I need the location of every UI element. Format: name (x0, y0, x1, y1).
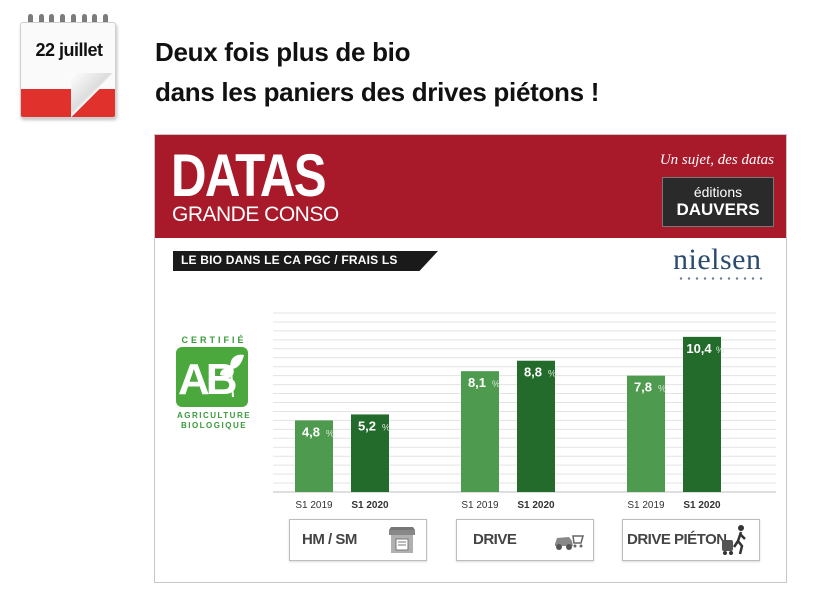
bar-1-0 (461, 371, 499, 492)
ab-logo-bottom-line-2: BIOLOGIQUE (180, 421, 248, 430)
category-box-drive: DRIVE (456, 519, 594, 561)
chart-title-bar: LE BIO DANS LE CA PGC / FRAIS LS (173, 251, 438, 271)
source-logo: nielsen (673, 243, 762, 276)
bar-value-label: 8,8 (524, 365, 542, 380)
bar-value-label: 5,2 (358, 418, 376, 433)
bar-unit-label: % (326, 428, 334, 438)
banner: DATAS GRANDE CONSO Un sujet, des datas é… (155, 135, 786, 238)
store-icon (389, 527, 415, 553)
pedestrian-cart-icon (722, 525, 746, 555)
headline-line-2: dans les paniers des drives piétons ! (155, 77, 600, 107)
leaf-icon (220, 354, 244, 398)
bar-2-0 (627, 375, 665, 492)
calendar-icon: 22 juillet (20, 14, 118, 118)
bar-1-1 (517, 360, 555, 492)
bar-unit-label: % (548, 369, 556, 379)
bar-value-label: 10,4 (686, 341, 712, 356)
category-label-drive: DRIVE (473, 531, 517, 548)
ab-organic-logo: CERTIFIÉ AB AGRICULTURE BIOLOGIQUE (174, 335, 254, 439)
brand-subtitle: GRANDE CONSO (172, 203, 339, 226)
chart-title: LE BIO DANS LE CA PGC / FRAIS LS (181, 253, 398, 267)
publisher-logo: éditions DAUVERS (662, 177, 774, 227)
headline: Deux fois plus de bio dans les paniers d… (155, 32, 599, 112)
calendar-rings (28, 14, 108, 28)
bar-unit-label: % (658, 384, 666, 394)
x-tick-label: S1 2020 (517, 500, 555, 511)
bar-unit-label: % (492, 379, 500, 389)
source-logo-dots (677, 277, 765, 280)
bar-value-label: 4,8 (302, 424, 320, 439)
ab-logo-top-text: CERTIFIÉ (181, 335, 247, 345)
x-tick-label: S1 2020 (351, 500, 389, 511)
car-cart-icon (555, 535, 584, 550)
publisher-line-1: éditions (693, 184, 743, 200)
x-tick-label: S1 2019 (627, 500, 665, 511)
bar-unit-label: % (382, 422, 390, 432)
bar-value-label: 7,8 (634, 380, 652, 395)
calendar-page (20, 22, 116, 118)
bar-2-1 (683, 336, 721, 492)
x-tick-label: S1 2019 (295, 500, 333, 511)
tagline: Un sujet, des datas (659, 152, 774, 168)
ab-logo-bottom-line-1: AGRICULTURE (176, 411, 252, 420)
calendar-date: 22 juillet (35, 40, 103, 60)
bar-chart: 4,8 % S1 2019 5,2 % S1 2020 8,1 % S1 2019 8,8 % S1 … (273, 312, 776, 511)
category-box-hm-sm: HM / SM (289, 519, 427, 561)
headline-line-1: Deux fois plus de bio (155, 37, 411, 67)
bar-value-label: 8,1 (468, 375, 486, 390)
x-tick-label: S1 2019 (461, 500, 499, 511)
category-box-drive-pieton: DRIVE PIÉTON (622, 519, 760, 561)
bar-0-1 (351, 414, 389, 492)
infographic-card: DATAS GRANDE CONSO Un sujet, des datas é… (154, 134, 787, 583)
bar-unit-label: % (716, 345, 724, 355)
brand-title: DATAS (171, 142, 327, 209)
ab-logo-box: AB (176, 347, 248, 407)
bar-0-0 (295, 420, 333, 492)
publisher-line-2: DAUVERS (676, 200, 760, 219)
category-label-drive-pieton: DRIVE PIÉTON (627, 531, 727, 548)
category-label-hm-sm: HM / SM (302, 531, 357, 548)
x-tick-label: S1 2020 (683, 500, 721, 511)
ab-logo-bottom-text: AGRICULTURE BIOLOGIQUE (174, 411, 254, 431)
ab-logo-letters: AB (178, 355, 238, 404)
